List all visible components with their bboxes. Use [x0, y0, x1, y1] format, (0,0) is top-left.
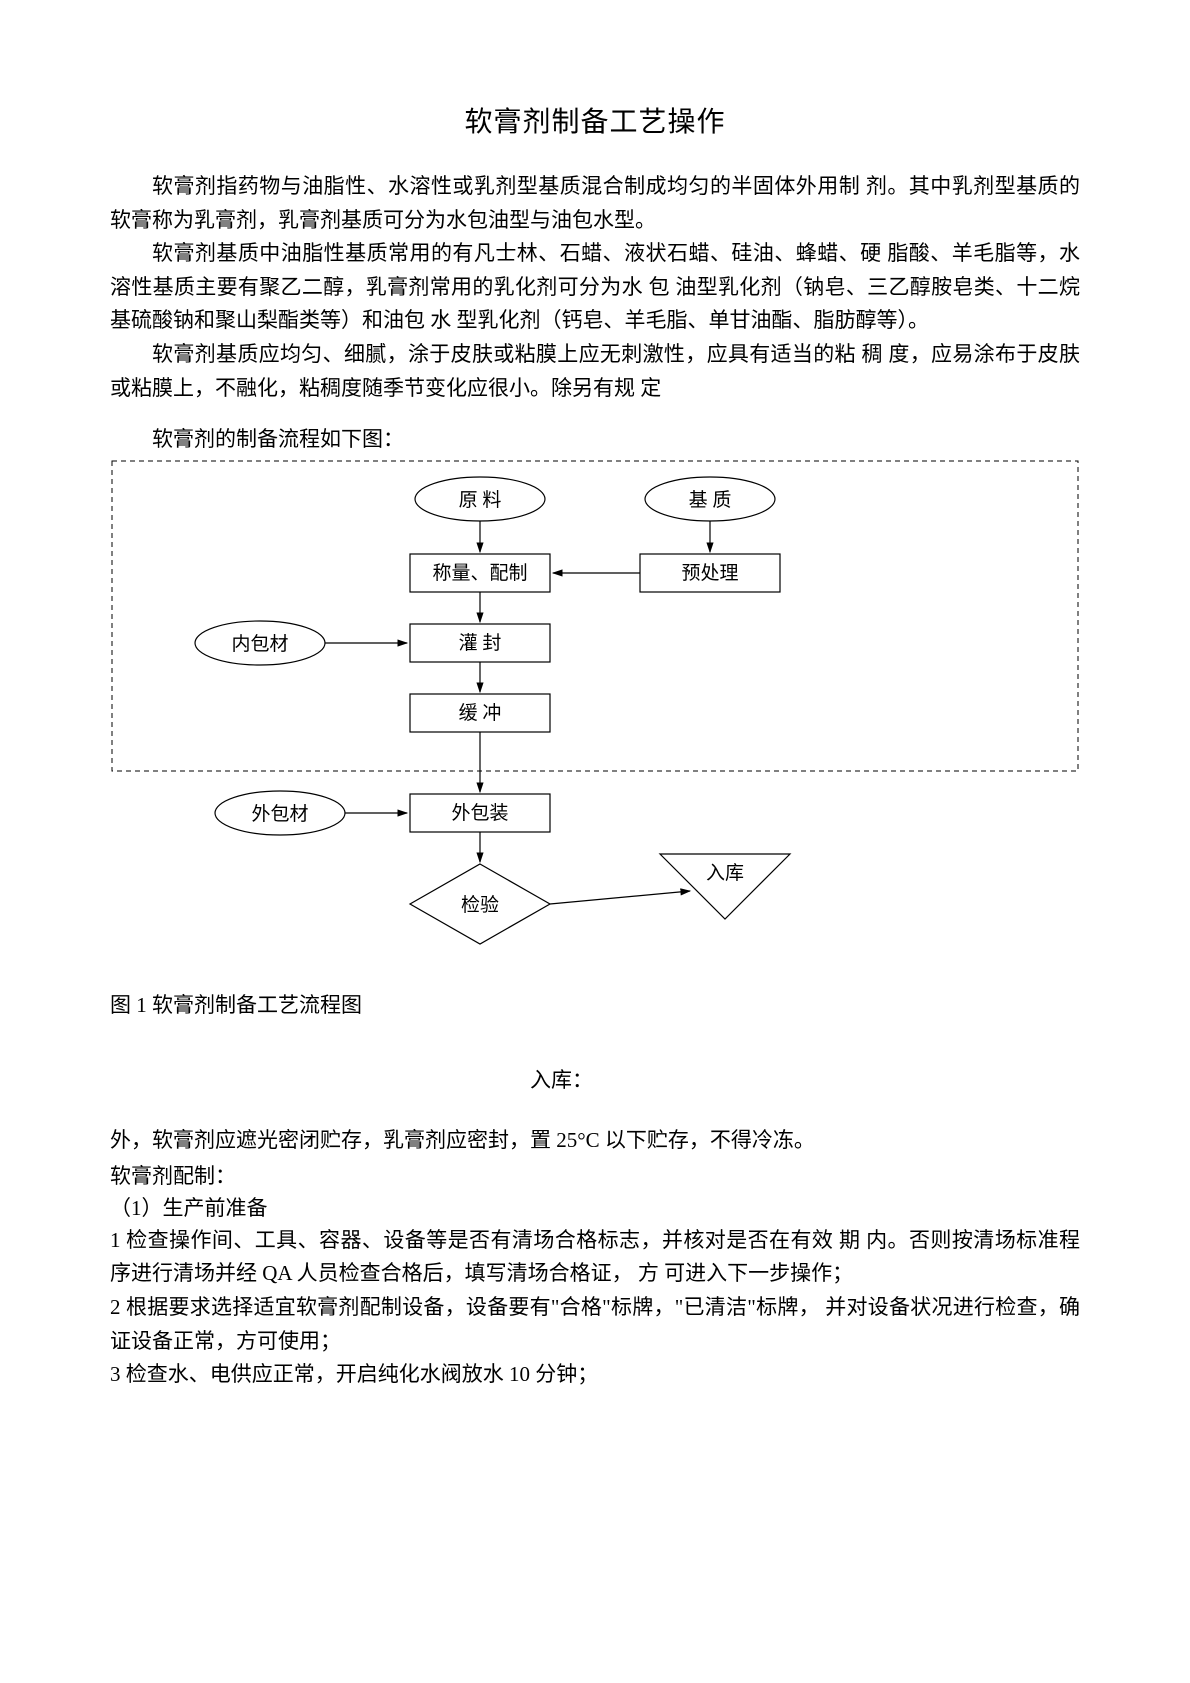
node-yuchuli-label: 预处理: [681, 562, 738, 584]
subheading-1: 软膏剂配制：: [110, 1160, 1080, 1190]
flowchart-svg: 原 料 基 质 称量、配制 预处理 内包材 灌 封: [110, 459, 1080, 979]
node-waibaozhuang-label: 外包装: [451, 802, 508, 824]
node-jizhi-label: 基 质: [689, 489, 732, 511]
list-item-1: 1 检查操作间、工具、容器、设备等是否有清场合格标志，并核对是否在有效 期 内。…: [110, 1224, 1080, 1291]
flowchart-intro: 软膏剂的制备流程如下图：: [110, 423, 1080, 453]
node-jianyan-label: 检验: [461, 894, 499, 916]
paragraph-4: 外，软膏剂应遮光密闭贮存，乳膏剂应密封，置 25°C 以下贮存，不得冷冻。: [110, 1124, 1080, 1158]
figure-caption: 图 1 软膏剂制备工艺流程图: [110, 989, 1080, 1019]
node-neibaocai-label: 内包材: [231, 633, 288, 655]
subheading-2: （1）生产前准备: [110, 1192, 1080, 1222]
list-item-3: 3 检查水、电供应正常，开启纯化水阀放水 10 分钟；: [110, 1358, 1080, 1392]
node-ruku-label: 入库: [706, 862, 744, 884]
ruku-section-label: 入库：: [530, 1064, 1080, 1094]
paragraph-1: 软膏剂指药物与油脂性、水溶性或乳剂型基质混合制成均匀的半固体外用制 剂。其中乳剂…: [110, 170, 1080, 237]
paragraph-3: 软膏剂基质应均匀、细腻，涂于皮肤或粘膜上应无刺激性，应具有适当的粘 稠 度，应易…: [110, 338, 1080, 405]
page-title: 软膏剂制备工艺操作: [110, 100, 1080, 140]
node-waibaocai-label: 外包材: [251, 803, 308, 825]
node-yuanliao-label: 原 料: [459, 489, 502, 511]
page: 软膏剂制备工艺操作 软膏剂指药物与油脂性、水溶性或乳剂型基质混合制成均匀的半固体…: [0, 0, 1190, 1683]
dashed-boundary: [112, 461, 1078, 771]
node-guanfeng-label: 灌 封: [459, 632, 502, 654]
node-chengliang-label: 称量、配制: [432, 562, 527, 584]
list-item-2: 2 根据要求选择适宜软膏剂配制设备，设备要有"合格"标牌，"已清洁"标牌， 并对…: [110, 1291, 1080, 1358]
edge-jianyan-ruku: [550, 891, 690, 904]
node-huanchong-label: 缓 冲: [459, 702, 502, 724]
flowchart-container: 原 料 基 质 称量、配制 预处理 内包材 灌 封: [110, 459, 1080, 979]
paragraph-2: 软膏剂基质中油脂性基质常用的有凡士林、石蜡、液状石蜡、硅油、蜂蜡、硬 脂酸、羊毛…: [110, 237, 1080, 338]
